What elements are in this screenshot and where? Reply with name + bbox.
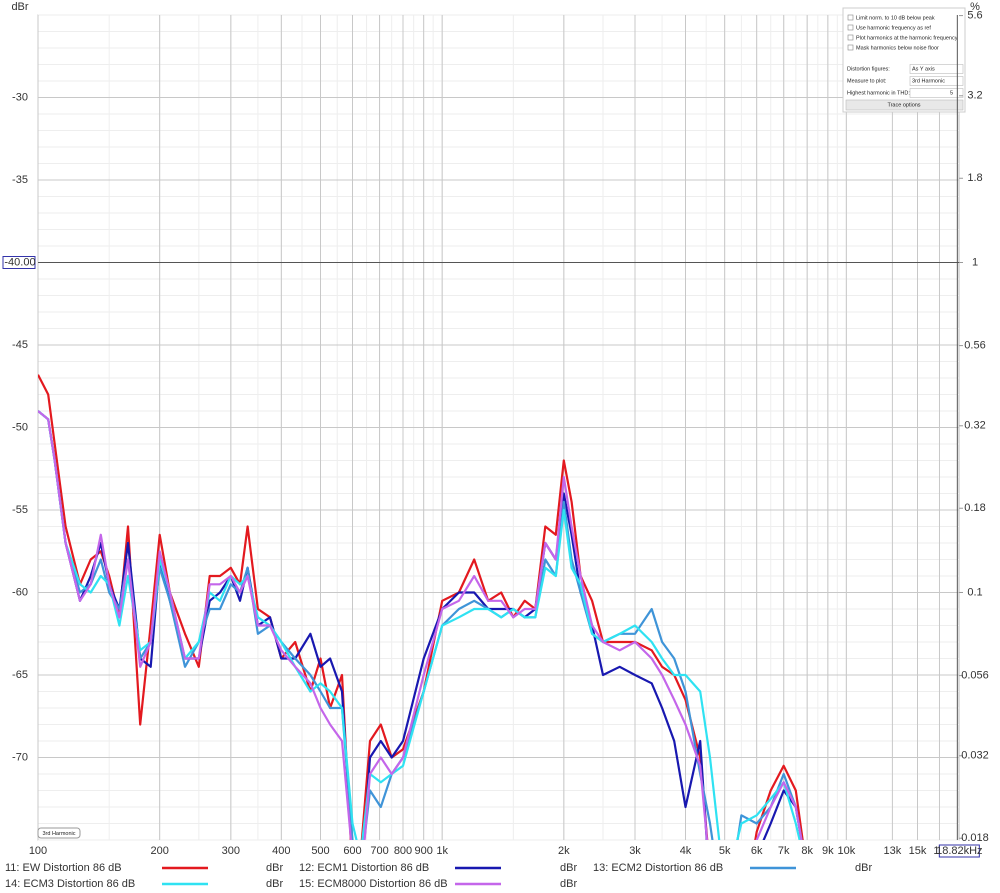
y2-tick-label: 0.018 [961,832,989,844]
y2-tick-label: 0.32 [964,420,985,432]
x-tick-label: 1k [436,845,448,857]
y2-tick-label: 0.56 [964,339,985,351]
x-tick-label: 7k [778,845,790,857]
y2-tick-label: 0.056 [961,669,989,681]
x-tick-label: 500 [311,845,329,857]
legend-label: 14: ECM3 Distortion 86 dB [5,878,135,890]
checkbox-label: Limit norm. to 10 dB below peak [856,15,935,21]
legend-unit: dBr [266,862,283,874]
legend-unit: dBr [855,862,872,874]
y2-tick-label: 1.8 [967,172,982,184]
y2-tick-label: 1 [972,256,978,268]
x-tick-label: 13k [884,845,902,857]
y-tick-label: -65 [12,669,28,681]
annotation: 3rd Harmonic [42,831,75,837]
x-tick-label: 15k [909,845,927,857]
checkbox-label: Mask harmonics below noise floor [856,45,939,51]
y2-tick-label: 0.032 [961,750,989,762]
y2-tick-label: 0.18 [964,502,985,514]
legend-label: 15: ECM8000 Distortion 86 dB [299,878,448,890]
legend-label: 12: ECM1 Distortion 86 dB [299,862,429,874]
legend-label: 13: ECM2 Distortion 86 dB [593,862,723,874]
x-tick-label: 100 [29,845,47,857]
x-tick-label: 900 [414,845,432,857]
field-box [909,76,964,86]
y2-tick-label: 3.2 [967,90,982,102]
x-tick-label: 3k [629,845,641,857]
x-tick-label: 400 [272,845,290,857]
y-tick-label: -50 [12,421,28,433]
cursor-box [2,256,36,269]
x-tick-label: 9k [822,845,834,857]
annotation-box [37,827,81,839]
x-tick-label: 2k [558,845,570,857]
field-label: Measure to plot: [847,78,887,84]
checkbox [847,14,854,21]
field-box [909,88,964,98]
checkbox [847,44,854,51]
checkbox-label: Use harmonic frequency as ref [856,25,931,31]
field-value: 3rd Harmonic [912,78,945,84]
x-tick-label: 4k [680,845,692,857]
y-tick-label: -45 [12,339,28,351]
lines [38,374,804,840]
y-tick-label: -40.00 [4,256,35,268]
field-label: Highest harmonic in THD: [847,90,910,96]
checkbox [847,34,854,41]
x-tick-label: 8k [801,845,813,857]
legend: 11: EW Distortion 86 dB dBr 12: ECM1 Disto… [5,862,872,890]
field-value: 5 [950,90,953,96]
y-tick-label: -55 [12,504,28,516]
x-tick-label: 10k [837,845,855,857]
y-tick-label: -35 [12,174,28,186]
checkbox [847,24,854,31]
checkbox-label: Plot harmonics at the harmonic frequency [856,35,958,41]
field-label: Distortion figures: [847,66,890,72]
legend-unit: dBr [560,862,577,874]
y2-tick-label: 0.1 [967,586,982,598]
x-tick-label: 5k [719,845,731,857]
series-line [38,410,803,840]
x-tick-label: 200 [150,845,168,857]
options-panel: Limit norm. to 10 dB below peak Use harmo… [842,7,966,113]
cursor-box [938,844,980,858]
y-tick-label: -70 [12,751,28,763]
x-tick-label: 700 [370,845,388,857]
x-tick-label: 800 [394,845,412,857]
field-box [909,64,964,74]
y-tick-label: -60 [12,586,28,598]
grid [37,14,959,841]
y2-axis-label: % [970,1,980,13]
y-axis-label: dBr [11,1,28,13]
legend-unit: dBr [560,878,577,890]
button [845,99,964,111]
field-value: As Y axis [912,66,935,72]
x-tick-label: 300 [222,845,240,857]
cursor-label: 18.82kHz [936,845,982,857]
y2-tick-label: 5.6 [967,9,982,21]
legend-unit: dBr [266,878,283,890]
series-line [38,410,803,840]
x-tick-label: 600 [343,845,361,857]
y-tick-label: -30 [12,91,28,103]
button-label: Trace options [887,102,920,108]
legend-label: 11: EW Distortion 86 dB [5,862,122,874]
x-tick-label: 6k [751,845,763,857]
